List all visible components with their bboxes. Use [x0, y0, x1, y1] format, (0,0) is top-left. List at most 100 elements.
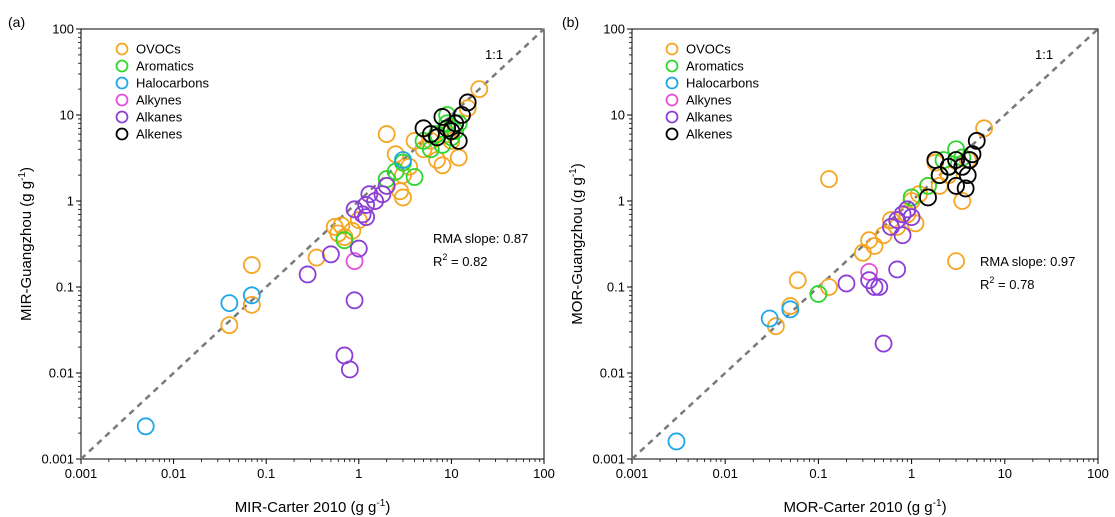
data-point: [865, 278, 884, 296]
y-tick-label: 0.1: [607, 280, 625, 295]
x-tick-label: 10: [998, 466, 1012, 481]
data-point: [345, 252, 364, 271]
data-point: [893, 226, 912, 245]
y-tick-label: 1: [67, 194, 74, 209]
r-squared-text: R2 = 0.82: [433, 252, 488, 269]
data-point: [357, 208, 376, 226]
data-point: [788, 271, 807, 290]
x-tick-label: 0.001: [65, 466, 98, 481]
data-point: [898, 205, 917, 224]
data-point: [882, 211, 900, 229]
x-tick-label: 100: [533, 466, 555, 481]
legend-marker: [115, 59, 129, 73]
legend-label: Alkanes: [686, 110, 733, 125]
data-point: [947, 252, 965, 271]
legend-label: Halocarbons: [136, 76, 209, 91]
data-point: [781, 300, 800, 319]
rma-slope-text: RMA slope: 0.97: [980, 254, 1075, 269]
data-point: [373, 185, 392, 204]
data-point: [136, 417, 155, 436]
plot-frame: [80, 28, 545, 460]
data-point: [377, 125, 396, 143]
data-point: [242, 295, 261, 314]
data-point: [874, 334, 893, 353]
legend-marker: [115, 127, 129, 141]
data-point: [394, 188, 412, 207]
data-point: [242, 286, 261, 305]
data-point: [428, 151, 446, 169]
data-point: [865, 237, 884, 255]
x-tick-label: 0.01: [161, 466, 186, 481]
r-squared-symbol: R: [980, 277, 989, 292]
series-halocarbons: [136, 151, 412, 436]
y-tick-label: 0.01: [600, 366, 625, 381]
data-point: [882, 217, 900, 236]
legend-marker: [665, 76, 679, 90]
r-squared-sup: 2: [989, 275, 994, 285]
legend-marker: [115, 76, 129, 90]
data-point: [809, 285, 828, 303]
legend-marker: [665, 127, 679, 141]
one-to-one-line: [631, 28, 1099, 460]
legend: OVOCs Aromatics Halocarbons Alkynes Alkanes A…: [115, 42, 209, 142]
data-point: [956, 179, 975, 198]
r-squared-value: = 0.82: [447, 254, 487, 269]
data-point: [353, 205, 372, 224]
x-tick-label: 10: [444, 466, 458, 481]
y-tick-label: 100: [603, 22, 625, 37]
legend-label: OVOCs: [686, 42, 731, 57]
legend-label: Aromatics: [686, 59, 744, 74]
plot-frame: [631, 28, 1099, 460]
data-point: [349, 239, 368, 258]
y-axis-label: MIR-Guangzhou (g g-1): [17, 167, 35, 321]
data-point: [433, 156, 452, 175]
series-alkanes: [837, 200, 921, 353]
rma-slope-text: RMA slope: 0.87: [433, 231, 528, 246]
data-point: [820, 170, 838, 188]
data-point: [220, 294, 239, 312]
data-point: [947, 151, 965, 169]
y-tick-label: 0.1: [56, 280, 74, 295]
x-tick-label: 0.001: [616, 466, 649, 481]
data-point: [298, 265, 317, 284]
legend-label: Aromatics: [136, 59, 194, 74]
data-point: [960, 151, 979, 169]
data-point: [470, 80, 489, 99]
data-point: [888, 211, 907, 229]
data-point: [449, 131, 468, 150]
legend-marker: [115, 93, 129, 107]
panel-label: (a): [8, 14, 25, 30]
data-point: [760, 309, 779, 328]
legend-marker: [665, 110, 679, 124]
series-alkynes: [860, 262, 879, 281]
data-point: [449, 148, 468, 167]
panel-label: (b): [562, 14, 579, 30]
series-alkanes: [298, 176, 396, 379]
x-tick-label: 1: [908, 466, 915, 481]
data-point: [953, 192, 972, 210]
series-alkynes: [345, 252, 364, 271]
y-tick-label: 0.001: [592, 452, 625, 467]
data-point: [322, 245, 340, 264]
y-tick-label: 1: [618, 194, 625, 209]
data-point: [377, 176, 396, 195]
one-to-one-label: 1:1: [485, 47, 503, 62]
data-point: [919, 176, 937, 195]
data-point: [919, 188, 937, 207]
data-point: [837, 274, 856, 293]
y-tick-label: 0.001: [41, 452, 74, 467]
series-alkenes: [919, 131, 986, 207]
data-point: [307, 248, 326, 267]
legend: OVOCs Aromatics Halocarbons Alkynes Alkanes A…: [665, 42, 759, 142]
data-point: [345, 291, 364, 310]
data-point: [405, 168, 424, 186]
data-point: [394, 151, 412, 169]
y-tick-label: 10: [60, 108, 74, 123]
data-point: [340, 360, 359, 379]
x-tick-label: 1: [355, 466, 362, 481]
data-point: [242, 256, 261, 274]
legend-marker: [665, 59, 679, 73]
x-axis-label: MIR-Carter 2010 (g g-1): [235, 498, 391, 516]
